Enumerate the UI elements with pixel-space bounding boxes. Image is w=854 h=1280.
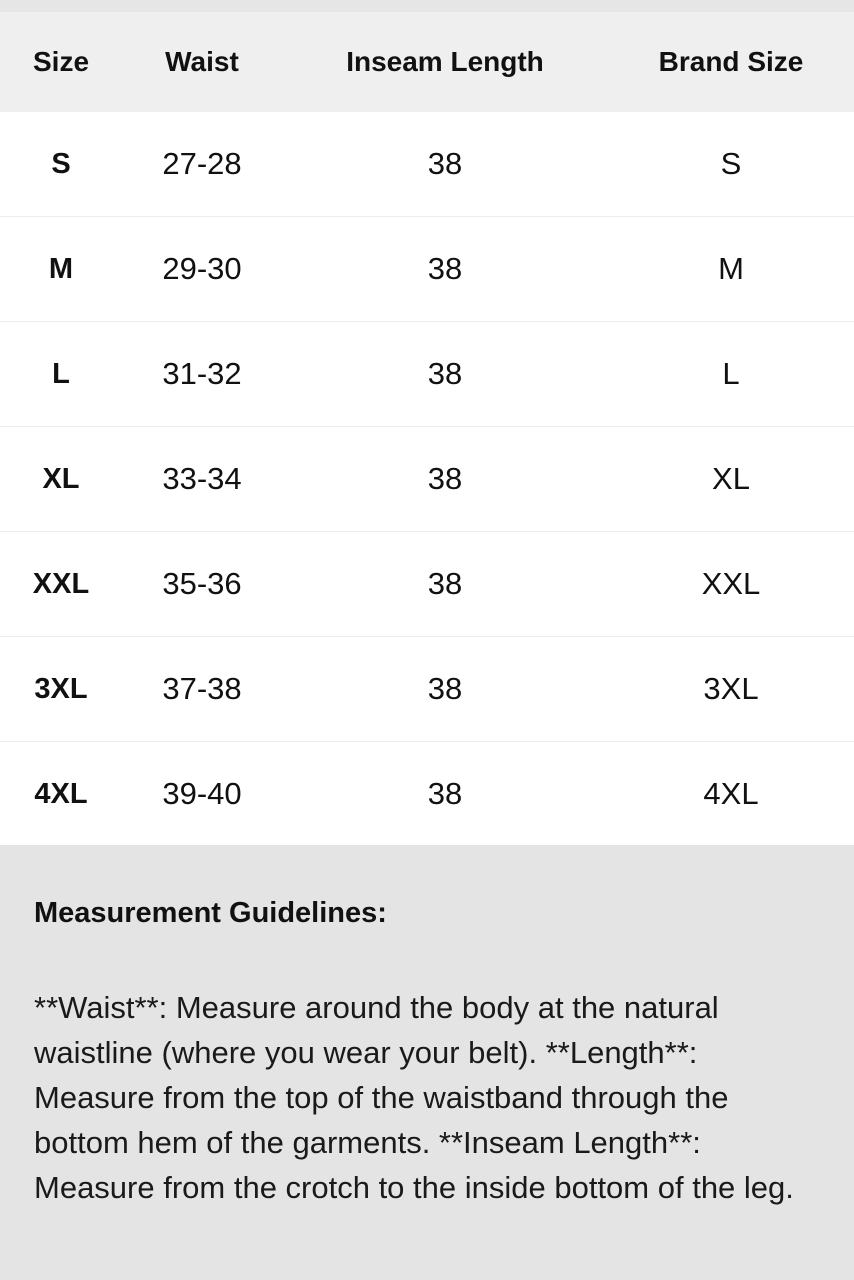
cell-waist: 31-32 <box>122 321 282 427</box>
cell-waist: 39-40 <box>162 776 242 811</box>
cell-brand-size: S <box>608 112 854 217</box>
cell-waist: 37-38 <box>122 636 282 742</box>
cell-inseam-length: 38 <box>282 216 608 322</box>
cell-waist: 35-36 <box>122 531 282 637</box>
table-row: 4XL 39-40 38 4XL <box>0 742 854 847</box>
cell-brand-size: 3XL <box>608 636 854 742</box>
cell-inseam-length: 38 <box>282 531 608 637</box>
cell-inseam-length: 38 <box>282 636 608 742</box>
cell-size: XL <box>0 426 122 532</box>
measurement-guidelines: Measurement Guidelines: **Waist**: Measu… <box>0 845 854 1280</box>
header-inseam-length: Inseam Length <box>282 12 608 112</box>
cell-brand-size: XXL <box>608 531 854 637</box>
top-strip <box>0 0 854 12</box>
cell-size: M <box>0 216 122 322</box>
cell-size: 4XL <box>34 777 88 810</box>
cell-inseam-length: 38 <box>282 426 608 532</box>
cell-size: XXL <box>0 531 122 637</box>
table-row: L 31-32 38 L <box>0 321 854 427</box>
table-row: M 29-30 38 M <box>0 216 854 322</box>
table-row: S 27-28 38 S <box>0 112 854 217</box>
guidelines-body: **Waist**: Measure around the body at th… <box>34 990 794 1205</box>
cell-brand-size: M <box>608 216 854 322</box>
header-row: Size Waist Inseam Length Brand Size <box>0 12 854 112</box>
cell-waist: 33-34 <box>122 426 282 532</box>
cell-waist: 29-30 <box>122 216 282 322</box>
cell-waist: 27-28 <box>122 112 282 217</box>
table-row: XXL 35-36 38 XXL <box>0 531 854 637</box>
cell-brand-size: 4XL <box>703 776 759 811</box>
header-size: Size <box>0 12 122 112</box>
table-row: 3XL 37-38 38 3XL <box>0 636 854 742</box>
cell-inseam-length: 38 <box>427 776 463 811</box>
cell-size: 3XL <box>0 636 122 742</box>
table-row: XL 33-34 38 XL <box>0 426 854 532</box>
guidelines-title: Measurement Guidelines: <box>34 897 387 929</box>
cell-size: L <box>0 321 122 427</box>
cell-inseam-length: 38 <box>282 321 608 427</box>
header-waist: Waist <box>122 12 282 112</box>
header-brand-size: Brand Size <box>608 12 854 112</box>
cell-size: S <box>0 112 122 217</box>
cell-brand-size: L <box>608 321 854 427</box>
cell-brand-size: XL <box>608 426 854 532</box>
size-chart-table: Size Waist Inseam Length Brand Size S 27-… <box>0 12 854 846</box>
cell-inseam-length: 38 <box>282 112 608 217</box>
